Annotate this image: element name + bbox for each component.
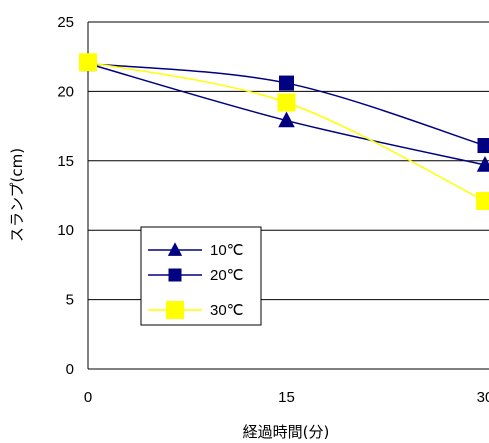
data-point-marker [279, 75, 294, 91]
legend-label: 20℃ [210, 267, 244, 284]
legend-marker [166, 301, 184, 319]
x-tick-label: 15 [278, 389, 295, 406]
y-tick-label: 0 [66, 361, 74, 378]
y-tick-label: 5 [66, 292, 74, 309]
y-axis-label: スランプ(cm) [8, 148, 26, 242]
x-tick-label: 30 [477, 389, 489, 406]
x-tick-labels: 0 15 30 [84, 389, 489, 406]
legend-box [140, 226, 262, 326]
data-point-marker [476, 155, 489, 172]
y-tick-label: 25 [57, 14, 74, 31]
data-point-marker [477, 138, 489, 154]
x-tick-label: 0 [84, 389, 92, 406]
data-point-marker [476, 192, 489, 211]
data-point-marker [277, 93, 296, 112]
data-point-marker [278, 111, 295, 128]
y-tick-label: 20 [57, 83, 74, 100]
series-markers [79, 53, 489, 211]
y-tick-labels: 0 5 10 15 20 25 [57, 14, 74, 378]
y-tick-label: 10 [57, 222, 74, 239]
x-axis-label: 経過時間(分) [243, 423, 330, 441]
y-tick-label: 15 [57, 153, 74, 170]
data-point-marker [79, 53, 97, 72]
legend-label: 10℃ [210, 242, 244, 259]
legend-label: 30℃ [210, 302, 244, 319]
legend-marker [168, 268, 182, 282]
legend: 10℃ 20℃ 30℃ [140, 226, 262, 326]
legend-marker [167, 242, 183, 256]
